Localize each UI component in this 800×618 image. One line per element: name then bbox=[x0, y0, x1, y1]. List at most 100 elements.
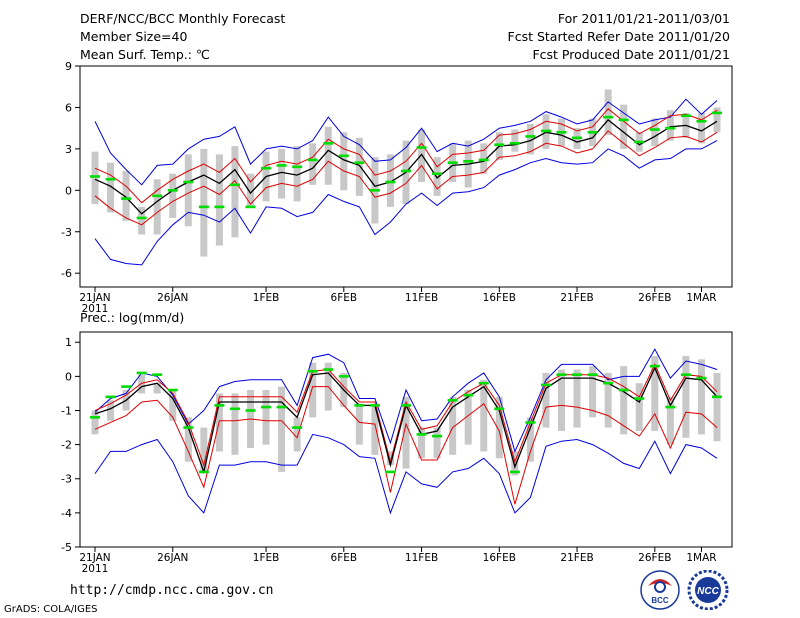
temp-box bbox=[713, 107, 721, 133]
prec-max-line bbox=[94, 348, 718, 453]
prec-box bbox=[153, 383, 161, 394]
prec-median-marker bbox=[494, 407, 505, 411]
temp-ytick-label: -3 bbox=[61, 226, 72, 239]
prec-box bbox=[293, 417, 301, 452]
refer-date-label: Fcst Started Refer Date 2011/01/20 bbox=[507, 29, 731, 44]
temp-xtick-label: 26FEB bbox=[638, 292, 671, 304]
chart-title: DERF/NCC/BCC Monthly Forecast bbox=[80, 11, 286, 26]
prec-box bbox=[635, 383, 643, 431]
prec-box bbox=[200, 427, 208, 472]
temp-median-marker bbox=[649, 128, 660, 131]
temp-box bbox=[340, 132, 348, 191]
temp-median-marker bbox=[354, 161, 365, 164]
temp-median-marker bbox=[463, 160, 474, 163]
temp-median-marker bbox=[712, 111, 722, 115]
temp-median-marker bbox=[572, 136, 583, 140]
prec-box bbox=[107, 400, 115, 421]
temp-median-marker bbox=[323, 142, 334, 145]
temp-median-marker bbox=[214, 205, 225, 209]
prec-median-marker bbox=[152, 373, 163, 376]
prec-median-marker bbox=[416, 433, 427, 436]
prec-year-label: 2011 bbox=[82, 563, 109, 575]
prec-box bbox=[402, 396, 410, 469]
prec-box bbox=[91, 410, 99, 435]
prec-median-marker bbox=[121, 385, 132, 388]
prec-median-marker bbox=[649, 364, 660, 368]
prec-box bbox=[309, 362, 317, 418]
temp-median-marker bbox=[525, 135, 536, 138]
grads-credit: GrADS: COLA/IGES bbox=[4, 604, 98, 615]
temp-box bbox=[604, 89, 612, 136]
prec-xtick-label: 26FEB bbox=[638, 552, 671, 564]
temp-median-marker bbox=[540, 129, 551, 133]
prec-box bbox=[138, 374, 146, 394]
temp-min-line bbox=[94, 140, 718, 266]
prec-xtick-label: 1MAR bbox=[686, 552, 716, 564]
prec-lower-std-line bbox=[94, 386, 718, 505]
prec-box bbox=[573, 369, 581, 428]
prec-median-marker bbox=[525, 421, 536, 424]
temp-median-marker bbox=[401, 169, 411, 173]
temp-median-marker bbox=[696, 119, 707, 123]
temp-box bbox=[200, 148, 208, 257]
temp-median-marker bbox=[432, 172, 443, 176]
temp-box bbox=[386, 154, 394, 207]
temp-lower-std-line bbox=[94, 130, 718, 226]
bcc-logo: BCC bbox=[640, 570, 680, 610]
prec-panel: 1 0 -1 -2 -3 -4 -5 21JAN 26JAN 1FEB 6FEB 11FEB 16FEB… bbox=[61, 331, 733, 575]
temp-box bbox=[418, 129, 426, 183]
temp-box bbox=[480, 143, 488, 174]
temp-median-marker bbox=[556, 131, 567, 134]
temp-median-marker bbox=[136, 216, 147, 220]
temp-box bbox=[122, 170, 130, 221]
prec-xtick-label: 26JAN bbox=[157, 552, 188, 564]
temp-median-marker bbox=[261, 166, 272, 170]
temp-median-marker bbox=[369, 189, 380, 192]
prec-median-marker bbox=[245, 409, 256, 412]
prec-box bbox=[682, 355, 690, 438]
temp-xtick-label: 16FEB bbox=[483, 292, 516, 304]
produced-date-label: Fcst Produced Date 2011/01/21 bbox=[532, 47, 730, 62]
temp-year-label: 2011 bbox=[82, 303, 109, 315]
temp-median-marker bbox=[105, 177, 116, 181]
temp-box bbox=[309, 143, 317, 185]
prec-median-marker bbox=[634, 397, 645, 400]
prec-box bbox=[418, 427, 426, 459]
prec-median-marker bbox=[447, 398, 458, 402]
prec-median-marker bbox=[540, 383, 551, 387]
prec-median-marker bbox=[292, 426, 303, 429]
temp-median-marker bbox=[167, 189, 178, 192]
prec-median-marker bbox=[478, 381, 489, 385]
prec-median-marker bbox=[214, 404, 225, 407]
prec-box bbox=[464, 390, 472, 445]
prec-box bbox=[184, 417, 192, 462]
temp-box bbox=[278, 148, 286, 199]
prec-median-marker bbox=[603, 381, 614, 385]
prec-box bbox=[386, 451, 394, 466]
prec-ytick-label: -3 bbox=[61, 473, 72, 486]
prec-median-marker bbox=[556, 373, 567, 376]
temp-median-marker bbox=[618, 118, 629, 122]
temp-box bbox=[138, 206, 146, 235]
source-url[interactable]: http://cmdp.ncc.cma.gov.cn bbox=[70, 583, 274, 598]
temperature-variable-label: Mean Surf. Temp.: ℃ bbox=[80, 47, 210, 62]
temp-median-marker bbox=[509, 142, 520, 145]
prec-ytick-label: -1 bbox=[61, 404, 72, 417]
prec-median-marker bbox=[261, 405, 272, 409]
prec-box bbox=[495, 396, 503, 459]
temp-median-marker bbox=[385, 180, 396, 184]
prec-box bbox=[231, 393, 239, 455]
temp-median-marker bbox=[416, 146, 427, 149]
prec-ytick-label: 0 bbox=[65, 370, 72, 383]
temp-ytick-label: 3 bbox=[65, 143, 72, 156]
prec-median-marker bbox=[323, 368, 334, 371]
prec-median-marker bbox=[276, 405, 287, 409]
temp-box bbox=[153, 179, 161, 235]
prec-box bbox=[589, 366, 597, 418]
prec-median-marker bbox=[167, 388, 178, 392]
prec-median-marker bbox=[618, 388, 629, 392]
temp-median-marker bbox=[307, 158, 318, 162]
prec-ytick-label: -2 bbox=[61, 439, 72, 452]
temp-box bbox=[697, 112, 705, 144]
